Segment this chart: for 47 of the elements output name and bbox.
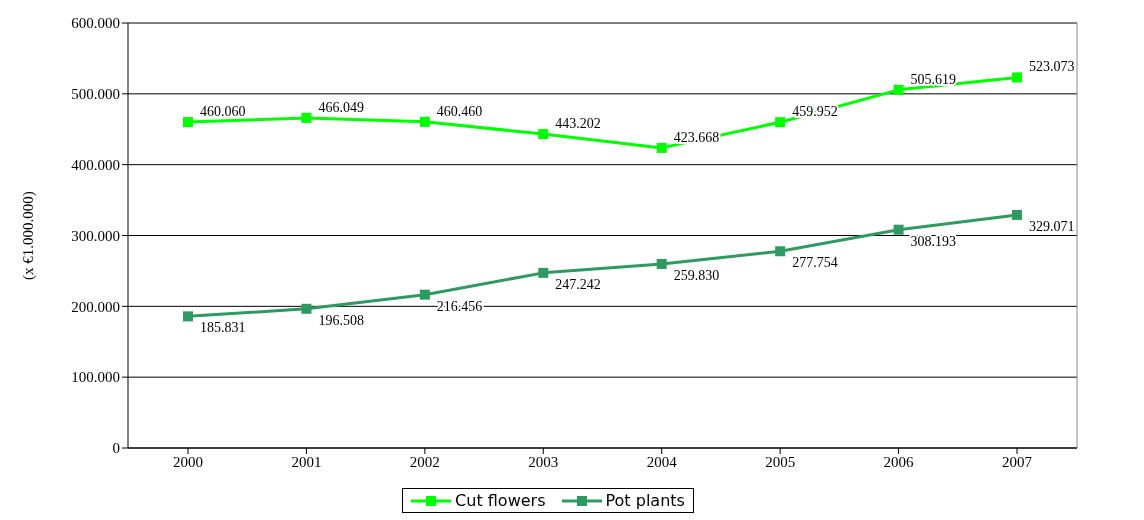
data-label: 277.754 xyxy=(792,255,838,271)
data-label: 443.202 xyxy=(555,116,601,132)
point xyxy=(1012,209,1022,220)
point xyxy=(538,129,549,140)
x-tick-label: 2006 xyxy=(883,453,915,470)
y-tick-label: 600.000 xyxy=(71,15,120,32)
x-tick-label: 2007 xyxy=(1002,453,1033,470)
point xyxy=(183,117,193,128)
y-tick-label: 500.000 xyxy=(71,86,120,103)
data-label: 196.508 xyxy=(318,312,364,328)
point xyxy=(538,267,549,278)
y-tick-label: 300.000 xyxy=(71,227,120,244)
y-tick-label: 100.000 xyxy=(71,369,120,386)
data-label: 308.193 xyxy=(910,233,957,249)
x-tick-label: 2004 xyxy=(646,453,678,470)
point xyxy=(893,84,904,95)
point xyxy=(1012,72,1022,83)
legend-label: Pot plants xyxy=(604,491,685,510)
y-axis-title: (x €1.000.000) xyxy=(20,191,38,280)
legend-label: Cut flowers xyxy=(454,491,546,510)
data-label: 460.460 xyxy=(436,103,483,119)
x-tick-label: 2002 xyxy=(409,453,440,470)
x-tick-label: 2003 xyxy=(528,453,559,470)
x-tick-label: 2001 xyxy=(291,453,322,470)
point xyxy=(419,116,430,127)
data-label: 505.619 xyxy=(910,71,957,87)
point xyxy=(301,303,312,314)
data-label: 523.073 xyxy=(1029,59,1075,75)
x-tick-label: 2000 xyxy=(173,453,203,470)
point xyxy=(301,112,312,123)
point xyxy=(183,311,193,322)
x-tick-label: 2005 xyxy=(765,453,796,470)
data-label: 466.049 xyxy=(318,99,364,115)
point xyxy=(656,142,667,153)
point xyxy=(775,117,786,128)
point xyxy=(893,224,904,235)
y-tick-label: 400.000 xyxy=(71,156,120,173)
data-label: 460.060 xyxy=(200,104,246,120)
y-tick-label: 0 xyxy=(112,440,120,457)
y-tick-label: 200.000 xyxy=(71,298,120,315)
point xyxy=(419,289,430,300)
data-label: 259.830 xyxy=(673,267,720,283)
data-label: 247.242 xyxy=(555,276,601,292)
point xyxy=(775,246,786,257)
data-label: 329.071 xyxy=(1029,218,1075,234)
data-label: 185.831 xyxy=(200,320,246,336)
point xyxy=(656,258,667,269)
